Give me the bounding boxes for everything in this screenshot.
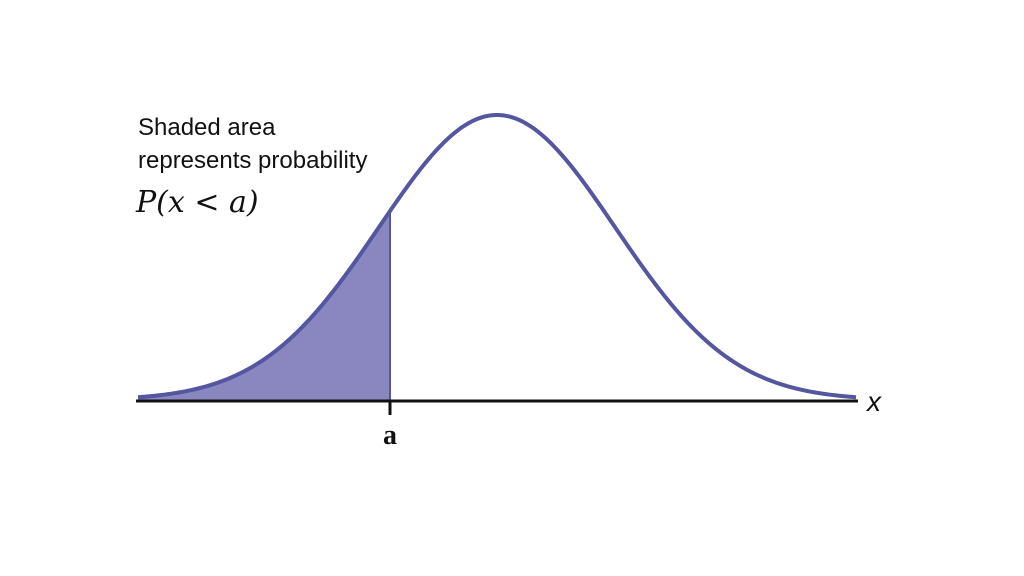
- axis-label: x: [865, 386, 882, 417]
- shaded-area: [138, 211, 390, 400]
- normal-curve: [137, 113, 857, 400]
- tick-label: a: [383, 420, 397, 451]
- formula: P(x < a): [135, 185, 259, 220]
- annotation-line: Shaded area: [138, 114, 276, 141]
- annotation-line: represents probability: [138, 147, 367, 174]
